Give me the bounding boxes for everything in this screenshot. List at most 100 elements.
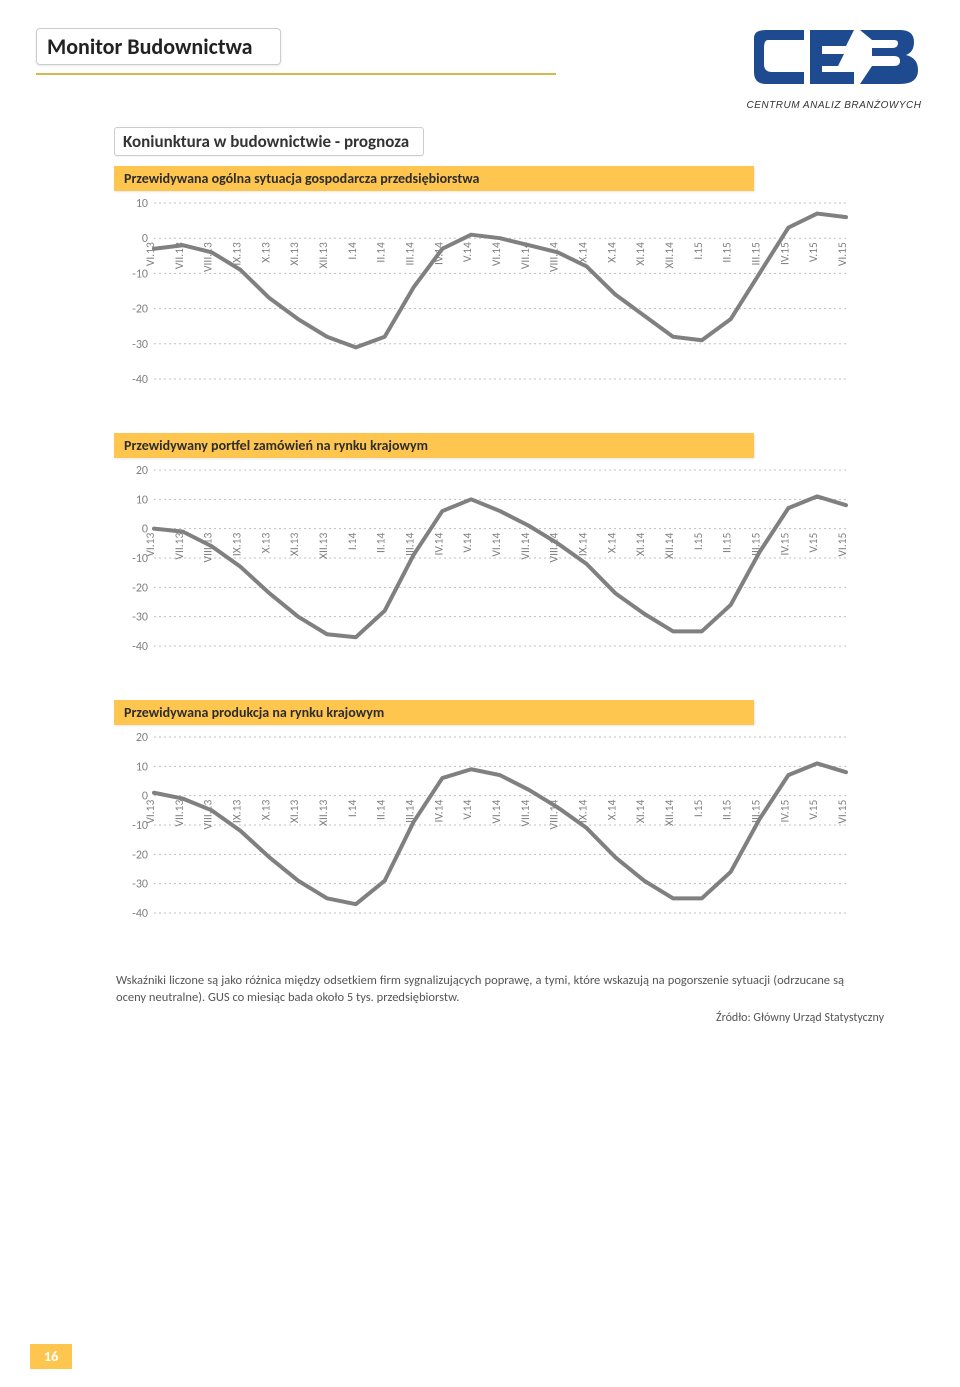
- x-tick-label: I.14: [346, 242, 360, 260]
- x-tick-label: II.14: [375, 532, 389, 553]
- x-tick-label: V.15: [807, 242, 821, 262]
- x-tick-label: X.13: [259, 799, 273, 820]
- x-tick-label: VI.15: [836, 242, 850, 266]
- x-tick-label: X.13: [259, 242, 273, 263]
- y-tick-label: -20: [132, 848, 148, 862]
- x-tick-label: IV.14: [432, 800, 446, 823]
- x-tick-label: IX.13: [231, 533, 245, 557]
- y-tick-label: -40: [132, 640, 148, 654]
- section-title: Koniunktura w budownictwie - prognoza: [123, 131, 409, 152]
- x-tick-label: I.15: [692, 242, 706, 260]
- y-tick-label: -30: [132, 878, 148, 892]
- data-line: [154, 214, 846, 348]
- x-tick-label: VI.13: [144, 532, 158, 556]
- page-title: Monitor Budownictwa: [47, 33, 252, 60]
- x-tick-label: XII.14: [663, 242, 677, 268]
- x-tick-label: XI.14: [634, 800, 648, 824]
- chart-block: 20100-10-20-30-40VI.13VII.13VIII.13IX.13…: [114, 464, 850, 700]
- y-tick-label: -30: [132, 611, 148, 625]
- x-tick-label: VI.14: [490, 532, 504, 556]
- x-tick-label: I.14: [346, 800, 360, 818]
- page-number: 16: [30, 1344, 72, 1369]
- x-tick-label: X.14: [605, 799, 619, 820]
- x-tick-label: XI.13: [288, 533, 302, 557]
- section-title-box: Koniunktura w budownictwie - prognoza: [114, 127, 424, 156]
- x-tick-label: II.15: [721, 532, 735, 553]
- chart-block: 100-10-20-30-40VI.13VII.13VIII.13IX.13X.…: [114, 197, 850, 433]
- x-tick-label: XII.14: [663, 532, 677, 558]
- x-tick-label: V.14: [461, 532, 475, 552]
- x-tick-label: IV.15: [778, 533, 792, 556]
- x-tick-label: VI.13: [144, 242, 158, 266]
- x-tick-label: XII.13: [317, 799, 331, 825]
- x-tick-label: VII.14: [519, 533, 533, 560]
- logo-subtitle: CENTRUM ANALIZ BRANŻOWYCH: [744, 100, 924, 111]
- chart-block: 20100-10-20-30-40VI.13VII.13VIII.13IX.13…: [114, 731, 850, 967]
- x-tick-label: VII.13: [173, 533, 187, 560]
- logo-block: CENTRUM ANALIZ BRANŻOWYCH: [744, 28, 924, 111]
- x-tick-label: II.14: [375, 799, 389, 820]
- x-tick-label: III.15: [750, 242, 764, 265]
- y-tick-label: -10: [132, 267, 148, 281]
- y-tick-label: 20: [136, 731, 148, 745]
- chart-banner: Przewidywana ogólna sytuacja gospodarcza…: [114, 166, 754, 191]
- x-tick-label: IX.13: [231, 800, 245, 824]
- x-tick-label: VI.15: [836, 799, 850, 823]
- chart-svg: 20100-10-20-30-40VI.13VII.13VIII.13IX.13…: [114, 464, 850, 700]
- x-tick-label: VI.13: [144, 799, 158, 823]
- title-underline: [36, 73, 556, 75]
- x-tick-label: XII.13: [317, 242, 331, 268]
- x-tick-label: VIII.13: [202, 242, 216, 272]
- footnote-text: Wskaźniki liczone są jako różnica między…: [116, 973, 844, 1007]
- y-tick-label: -20: [132, 303, 148, 317]
- y-tick-label: -40: [132, 907, 148, 921]
- x-tick-label: VI.14: [490, 799, 504, 823]
- x-tick-label: XI.13: [288, 800, 302, 824]
- y-tick-label: -30: [132, 338, 148, 352]
- x-tick-label: XI.14: [634, 242, 648, 266]
- chart-banner: Przewidywany portfel zamówień na rynku k…: [114, 433, 754, 458]
- logo-icon: [744, 28, 924, 98]
- source-text: Źródło: Główny Urząd Statystyczny: [36, 1011, 884, 1025]
- x-tick-label: IV.15: [778, 800, 792, 823]
- data-line: [154, 763, 846, 904]
- x-tick-label: X.14: [605, 532, 619, 553]
- x-tick-label: II.15: [721, 799, 735, 820]
- chart-banner: Przewidywana produkcja na rynku krajowym: [114, 700, 754, 725]
- x-tick-label: V.14: [461, 242, 475, 262]
- x-tick-label: V.14: [461, 799, 475, 819]
- y-tick-label: 20: [136, 464, 148, 478]
- chart-svg: 20100-10-20-30-40VI.13VII.13VIII.13IX.13…: [114, 731, 850, 967]
- y-tick-label: -40: [132, 373, 148, 387]
- x-tick-label: VI.15: [836, 532, 850, 556]
- x-tick-label: V.15: [807, 799, 821, 819]
- x-tick-label: XII.13: [317, 532, 331, 558]
- x-tick-label: VI.14: [490, 242, 504, 266]
- x-tick-label: II.14: [375, 242, 389, 263]
- x-tick-label: I.15: [692, 533, 706, 551]
- y-tick-label: 10: [136, 197, 148, 211]
- x-tick-label: III.14: [404, 242, 418, 265]
- x-tick-label: VIII.14: [548, 242, 562, 272]
- x-tick-label: X.13: [259, 532, 273, 553]
- x-tick-label: VIII.13: [202, 799, 216, 829]
- x-tick-label: IV.15: [778, 242, 792, 265]
- x-tick-label: II.15: [721, 242, 735, 263]
- x-tick-label: X.14: [605, 242, 619, 263]
- y-tick-label: 10: [136, 760, 148, 774]
- x-tick-label: IX.13: [231, 242, 245, 266]
- x-tick-label: VII.13: [173, 800, 187, 827]
- x-tick-label: IX.14: [577, 800, 591, 824]
- data-line: [154, 496, 846, 637]
- x-tick-label: VII.14: [519, 800, 533, 827]
- y-tick-label: -20: [132, 581, 148, 595]
- x-tick-label: XII.14: [663, 799, 677, 825]
- page-title-box: Monitor Budownictwa: [36, 28, 281, 65]
- x-tick-label: I.14: [346, 533, 360, 551]
- x-tick-label: I.15: [692, 800, 706, 818]
- y-tick-label: 10: [136, 493, 148, 507]
- x-tick-label: XI.13: [288, 242, 302, 266]
- chart-svg: 100-10-20-30-40VI.13VII.13VIII.13IX.13X.…: [114, 197, 850, 433]
- charts-host: Przewidywana ogólna sytuacja gospodarcza…: [36, 166, 924, 967]
- x-tick-label: V.15: [807, 532, 821, 552]
